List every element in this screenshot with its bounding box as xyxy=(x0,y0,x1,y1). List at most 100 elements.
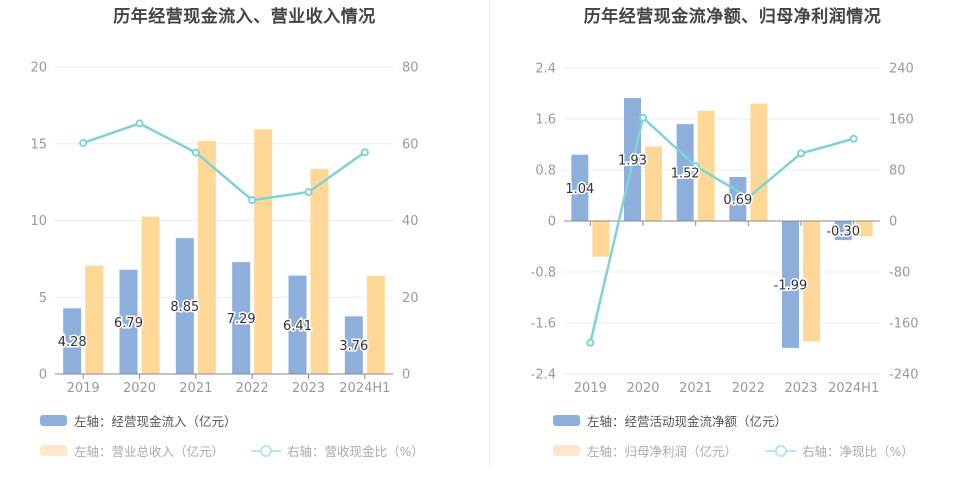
left-axis-tick-label: -1.6 xyxy=(531,317,556,332)
x-axis-tick-label: 2024H1 xyxy=(828,381,879,396)
line-point xyxy=(191,148,200,157)
legend-item-right-1[interactable]: 左轴：归母净利润（亿元） xyxy=(553,441,737,460)
legend-swatch-orange xyxy=(553,445,580,456)
legend-line-circle-icon xyxy=(251,444,281,458)
line-point xyxy=(639,113,647,122)
bar-data-label: 8.85 xyxy=(170,300,199,315)
bar-data-label: 6.41 xyxy=(283,319,312,334)
right-axis-tick-label: 60 xyxy=(402,137,419,152)
right-axis-tick-label: -240 xyxy=(889,368,919,383)
right-axis-tick-label: -80 xyxy=(889,266,910,281)
legend-item-left-1[interactable]: 左轴：营业总收入（亿元） xyxy=(40,441,224,460)
x-axis-tick-label: 2023 xyxy=(292,381,325,396)
left-axis-tick-label: 0.8 xyxy=(535,164,556,179)
right-axis-tick-label: 20 xyxy=(402,291,419,306)
bar-cash-flow xyxy=(175,238,194,374)
bar-cash-flow xyxy=(63,308,82,374)
legend-item-left-0[interactable]: 左轴：经营现金流入（亿元） xyxy=(40,411,237,430)
legend-label: 右轴：营收现金比（%） xyxy=(287,444,424,459)
bar-cash-flow xyxy=(676,124,694,221)
legend-label: 左轴：经营现金流入（亿元） xyxy=(74,414,237,429)
right-axis-tick-label: 160 xyxy=(889,113,914,128)
right-axis-tick-label: 240 xyxy=(889,62,914,77)
left-axis-tick-label: 2.4 xyxy=(535,62,556,77)
bar-data-label: -1.99 xyxy=(774,278,808,293)
left-axis-tick-label: 20 xyxy=(30,61,47,76)
line-point xyxy=(744,193,753,202)
right-axis-tick-label: 0 xyxy=(402,368,410,383)
bar-data-label: 1.04 xyxy=(565,182,594,197)
line-point xyxy=(248,196,257,205)
bar-data-label: 1.93 xyxy=(618,153,647,168)
chart-title-right: 历年经营现金流净额、归母净利润情况 xyxy=(583,7,882,27)
legend-item-left-2[interactable]: 右轴：营收现金比（%） xyxy=(251,441,424,460)
left-axis-tick-label: 5 xyxy=(39,291,47,306)
bar-cash-flow xyxy=(344,316,363,374)
bar-revenue-profit xyxy=(85,265,104,374)
legend-swatch-orange xyxy=(40,445,67,456)
left-axis-tick-label: 10 xyxy=(30,214,47,229)
legend-swatch-blue xyxy=(40,415,67,426)
left-axis-tick-label: 15 xyxy=(30,137,47,152)
bar-cash-flow xyxy=(119,269,138,374)
bar-revenue-profit xyxy=(197,140,216,374)
panel-divider xyxy=(489,0,490,466)
line-point xyxy=(691,162,700,171)
bar-data-label: 0.69 xyxy=(723,193,752,208)
line-series xyxy=(589,115,855,344)
x-axis-tick-label: 2022 xyxy=(236,381,269,396)
legend-item-right-0[interactable]: 左轴：经营活动现金流净额（亿元） xyxy=(553,411,787,430)
x-axis-tick-label: 2019 xyxy=(574,381,607,396)
right-axis-tick-label: 0 xyxy=(889,215,897,230)
bar-revenue-profit xyxy=(310,168,329,374)
line-point xyxy=(304,188,313,197)
x-axis-tick-label: 2021 xyxy=(679,381,712,396)
legend-label: 右轴：净现比（%） xyxy=(802,444,914,459)
x-axis-tick-label: 2020 xyxy=(123,381,156,396)
x-axis-tick-label: 2021 xyxy=(179,381,212,396)
right-axis-tick-label: 40 xyxy=(402,214,419,229)
left-axis-tick-label: -0.8 xyxy=(531,266,556,281)
bar-data-label: 1.52 xyxy=(671,167,700,182)
line-point xyxy=(135,119,144,128)
line-point xyxy=(586,338,595,347)
bar-revenue-profit xyxy=(254,129,273,374)
bar-data-label: -0.30 xyxy=(826,225,860,240)
right-axis-tick-label: 80 xyxy=(402,61,419,76)
legend-label: 左轴：经营活动现金流净额（亿元） xyxy=(587,414,788,429)
bar-revenue-profit xyxy=(592,221,610,257)
x-axis-tick-label: 2023 xyxy=(784,381,817,396)
left-axis-tick-label: 0 xyxy=(39,368,47,383)
bar-data-label: 4.28 xyxy=(58,335,87,350)
legend-label: 左轴：营业总收入（亿元） xyxy=(74,444,225,459)
bar-data-label: 7.29 xyxy=(227,312,256,327)
bar-cash-flow xyxy=(288,275,307,374)
legend-item-right-2[interactable]: 右轴：净现比（%） xyxy=(766,441,914,460)
x-axis-tick-label: 2019 xyxy=(67,381,100,396)
x-axis-tick-label: 2024H1 xyxy=(339,381,390,396)
bar-revenue-profit xyxy=(750,103,768,221)
bar-revenue-profit xyxy=(645,146,662,221)
bar-cash-flow xyxy=(571,154,589,221)
line-point xyxy=(360,148,369,157)
chart-title-left: 历年经营现金流入、营业收入情况 xyxy=(113,7,376,27)
line-point xyxy=(79,138,88,147)
bar-cash-flow xyxy=(782,221,799,348)
bar-cash-flow xyxy=(834,221,852,241)
left-axis-tick-label: 1.6 xyxy=(535,113,556,128)
bar-cash-flow xyxy=(232,262,251,374)
left-axis-tick-label: -2.4 xyxy=(531,368,556,383)
line-point xyxy=(797,149,805,158)
right-axis-tick-label: -160 xyxy=(889,317,919,332)
bar-data-label: 3.76 xyxy=(339,339,368,354)
right-axis-tick-label: 80 xyxy=(889,164,906,179)
bar-revenue-profit xyxy=(366,275,385,374)
legend-line-circle-icon xyxy=(766,444,796,458)
line-series xyxy=(82,122,366,202)
chart-panel-right: 历年经营现金流净额、归母净利润情况 xyxy=(490,0,975,500)
x-axis-tick-label: 2022 xyxy=(732,381,765,396)
bar-revenue-profit xyxy=(855,221,873,237)
legend-swatch-blue xyxy=(553,415,580,426)
